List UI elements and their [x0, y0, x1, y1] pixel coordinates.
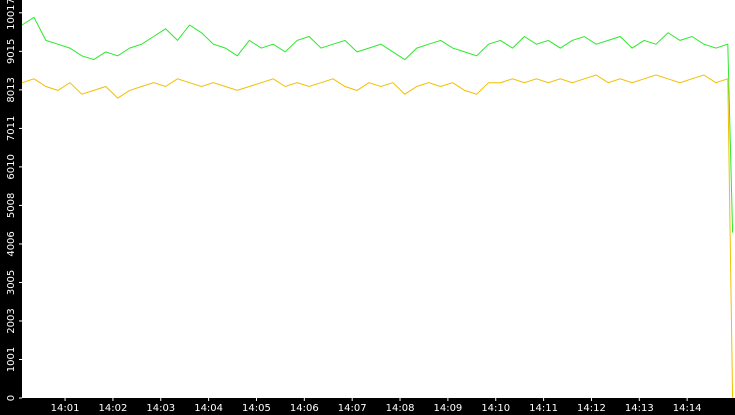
- y-tick-label: 4006: [6, 231, 17, 256]
- x-tick-label: 14:07: [338, 403, 367, 414]
- y-tick-label: 9015: [6, 39, 17, 64]
- x-tick-label: 14:04: [194, 403, 223, 414]
- line-series: [21, 74, 734, 399]
- y-tick-label: 8013: [6, 77, 17, 102]
- y-tick-label: 0: [6, 395, 17, 401]
- plot-area: [22, 0, 735, 398]
- y-tick-label: 5008: [6, 193, 17, 218]
- x-tick-label: 14:02: [99, 403, 128, 414]
- x-tick-label: 14:08: [386, 403, 415, 414]
- x-tick-label: 14:11: [529, 403, 558, 414]
- x-tick-label: 14:10: [481, 403, 510, 414]
- x-tick-label: 14:03: [146, 403, 175, 414]
- x-tick-label: 14:09: [433, 403, 462, 414]
- y-tick-label: 2003: [6, 308, 17, 333]
- x-tick-label: 14:06: [290, 403, 319, 414]
- x-tick-label: 14:14: [673, 403, 702, 414]
- x-tick-label: 14:13: [625, 403, 654, 414]
- x-tick-label: 14:05: [242, 403, 271, 414]
- y-tick-label: 3005: [6, 270, 17, 295]
- line-series: [21, 16, 734, 233]
- y-tick-label: 10017: [6, 0, 17, 30]
- y-tick-label: 1001: [6, 347, 17, 372]
- x-tick-label: 14:12: [577, 403, 606, 414]
- y-tick-label: 6010: [6, 154, 17, 179]
- x-tick-label: 14:01: [51, 403, 80, 414]
- y-tick-label: 7011: [6, 116, 17, 141]
